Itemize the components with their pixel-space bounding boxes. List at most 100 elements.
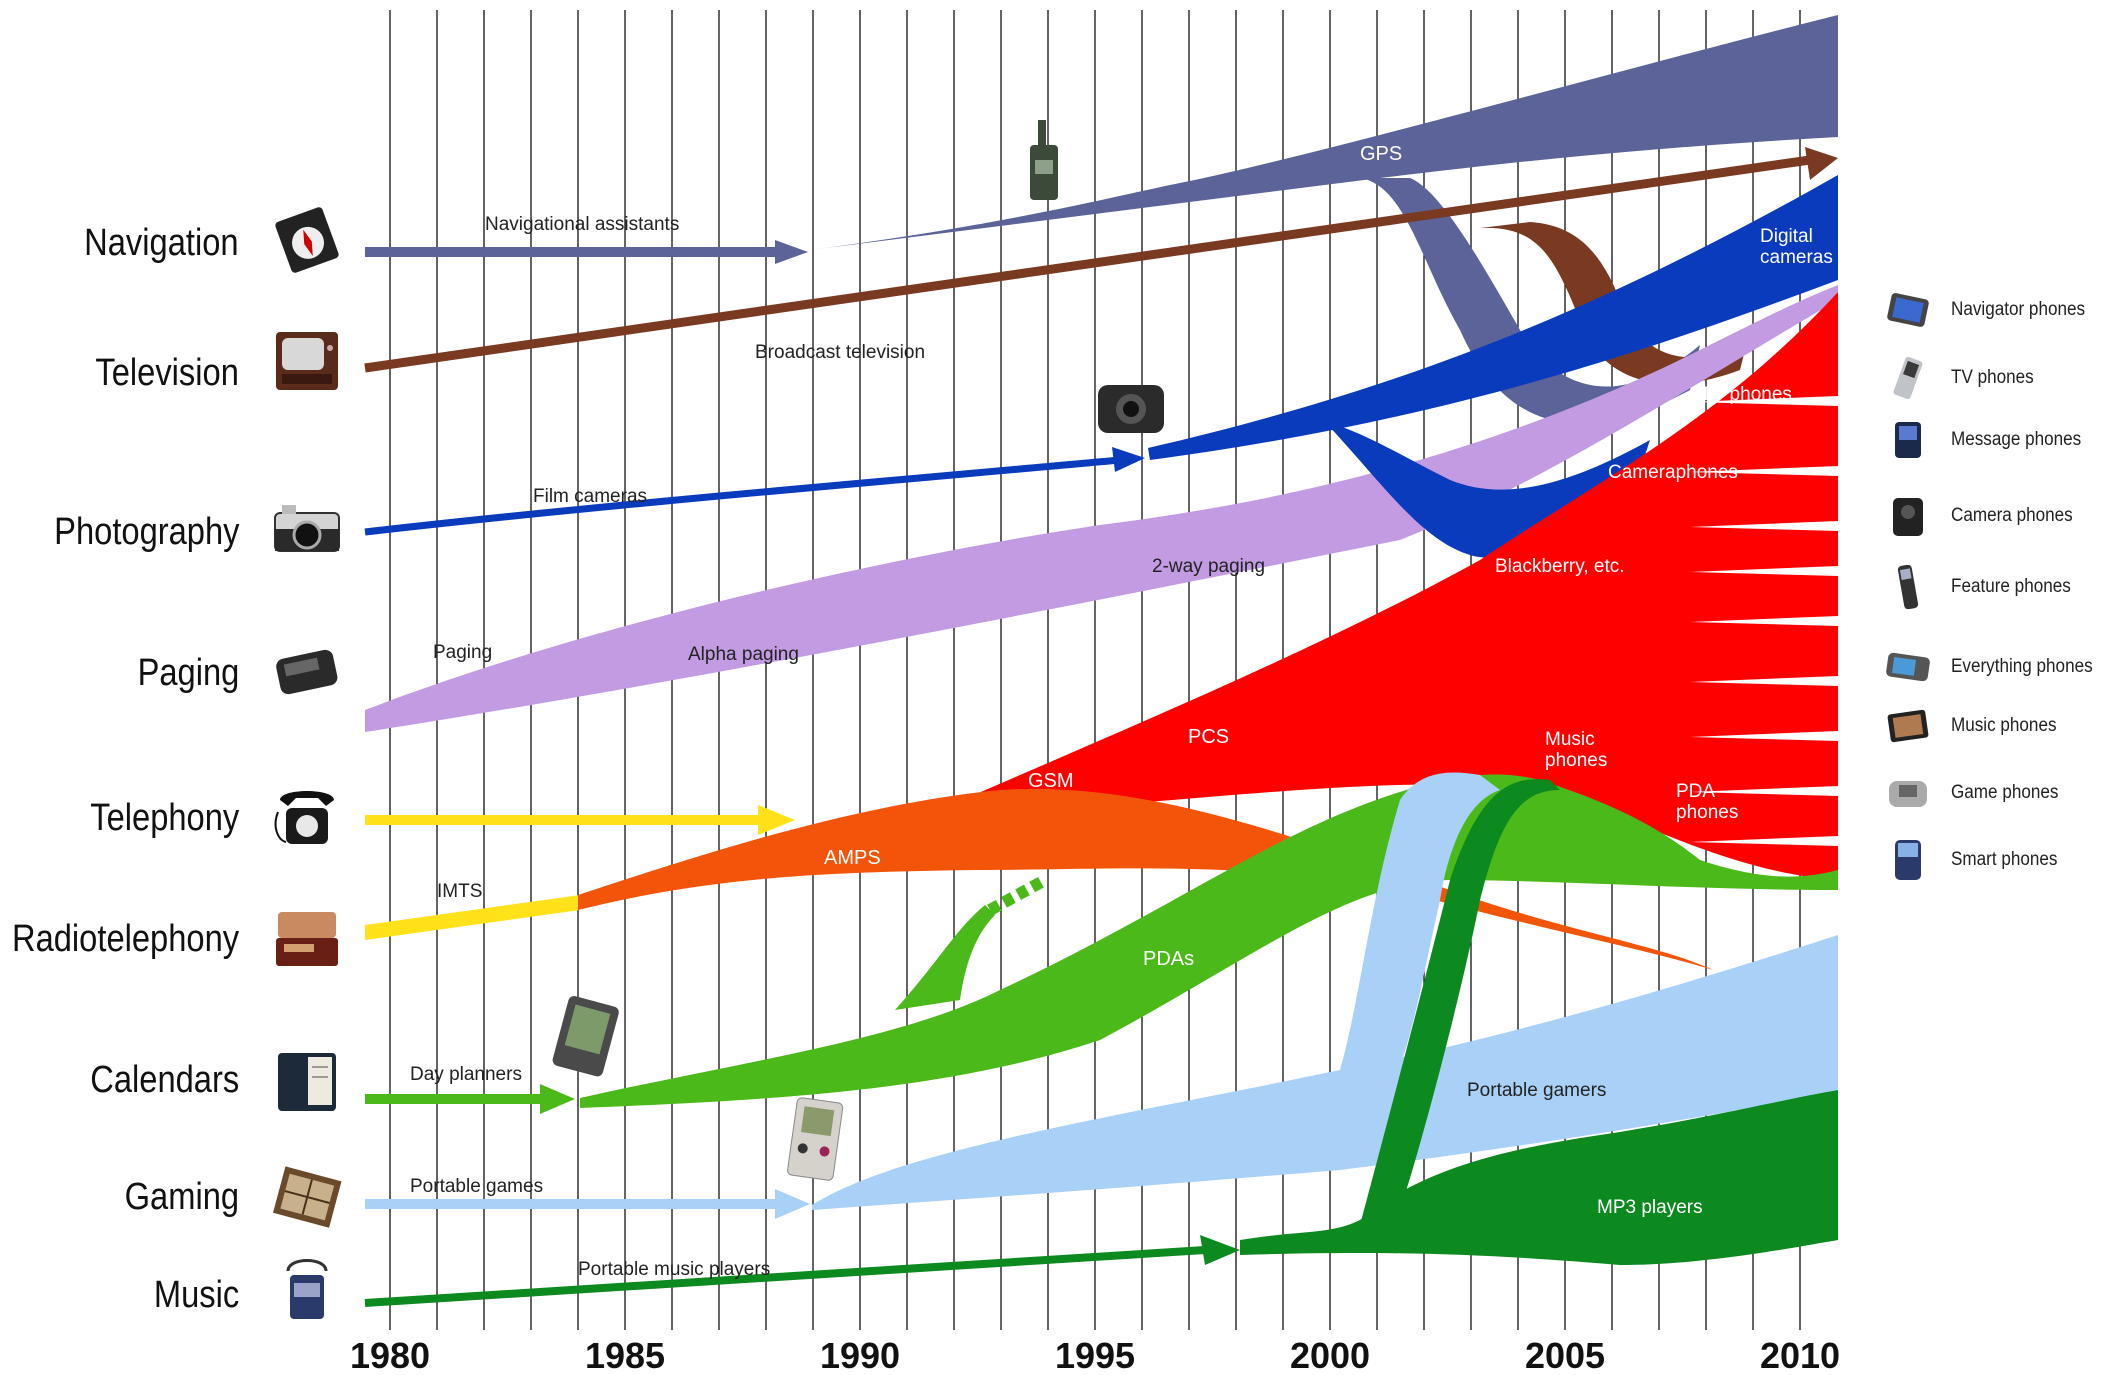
- label-two-way-paging: 2-way paging: [1152, 556, 1265, 577]
- label-paging: Paging: [433, 642, 492, 663]
- calendars-arrow-head: [540, 1084, 575, 1114]
- pda-band: [580, 774, 1838, 1108]
- label-portable-gamers: Portable gamers: [1467, 1080, 1606, 1101]
- label-imts: IMTS: [437, 881, 482, 902]
- year-tick-label: 2005: [1525, 1335, 1605, 1375]
- phone-variant-separator: [1690, 836, 1838, 846]
- gaming-to-music-phones-flow: [1340, 772, 1500, 1090]
- gps-to-phones-flow: [1360, 178, 1700, 424]
- film-cameras-arrow-head: [1112, 447, 1145, 472]
- label-tv-phones: TV phones: [1700, 384, 1792, 405]
- phone-variant-separator: [1690, 786, 1838, 796]
- label-music-phones-line1: Music: [1545, 729, 1595, 750]
- phone-label: Everything phones: [1951, 656, 2093, 677]
- music-arrow-shaft: [364, 1246, 1206, 1307]
- year-tick-label: 1990: [820, 1335, 900, 1375]
- category-label-telephony: Telephony: [90, 797, 239, 839]
- amps-band: [578, 788, 1713, 970]
- television-arrow-head: [1805, 147, 1838, 180]
- phone-legend-item: Camera phones: [1885, 494, 2086, 538]
- tv-phone-icon: [1893, 356, 1923, 400]
- phone-variant-separator: [1690, 566, 1838, 576]
- year-tick-label: 1980: [350, 1335, 430, 1375]
- game-phone-icon: [1889, 781, 1927, 807]
- phone-variant-separator: [1690, 616, 1838, 626]
- phone-label: Camera phones: [1951, 505, 2073, 526]
- label-amps: AMPS: [824, 847, 881, 869]
- label-film-cameras: Film cameras: [533, 486, 647, 507]
- phone-legend-item: Message phones: [1885, 418, 2096, 462]
- smart-phone-icon: [1895, 840, 1921, 880]
- calendars-arrow-shaft: [365, 1094, 540, 1104]
- phone-label: Feature phones: [1951, 576, 2071, 597]
- desk-phone-icon: [274, 791, 334, 844]
- phone-legend-item: Game phones: [1885, 771, 2070, 815]
- pda-dashed-extension: [987, 874, 1048, 916]
- portable-gamers-band: [812, 935, 1838, 1210]
- phone-legend-item: Music phones: [1885, 704, 2068, 748]
- blackberry-flow: [1325, 422, 1650, 558]
- game-board-icon: [273, 1166, 342, 1228]
- imts-band: [365, 895, 580, 940]
- everything-phone-icon: [1886, 652, 1930, 682]
- phone-variant-fingers: [1690, 396, 1838, 846]
- paging-band: [365, 285, 1838, 732]
- phone-variant-separator: [1690, 731, 1838, 741]
- phone-variant-separator: [1690, 676, 1838, 686]
- compass-icon: [275, 207, 339, 273]
- category-label-television: Television: [95, 352, 239, 394]
- phone-variant-separator: [1690, 396, 1838, 406]
- phone-label: Smart phones: [1951, 849, 2058, 870]
- category-label-music: Music: [153, 1274, 239, 1316]
- tv-set-icon: [276, 332, 338, 390]
- label-portable-games: Portable games: [410, 1176, 543, 1197]
- label-alpha-paging: Alpha paging: [688, 644, 799, 665]
- label-broadcast-television: Broadcast television: [755, 342, 925, 363]
- pager-icon: [276, 649, 338, 695]
- phone-legend-item: Feature phones: [1885, 565, 2084, 609]
- category-label-paging: Paging: [137, 652, 239, 694]
- gps-band: [810, 15, 1838, 250]
- digital-cameras-band: [1148, 175, 1838, 460]
- message-phone-icon: [1895, 422, 1921, 458]
- label-gsm: GSM: [1028, 770, 1074, 792]
- label-portable-music-players: Portable music players: [578, 1259, 770, 1280]
- phone-legend-item: Navigator phones: [1885, 288, 2100, 332]
- year-tick-label: 1985: [585, 1335, 665, 1375]
- label-cameraphones: Cameraphones: [1608, 462, 1738, 483]
- navigation-arrow-shaft: [365, 247, 775, 257]
- telephony-arrow-head: [758, 805, 795, 835]
- navigation-arrow-head: [775, 240, 808, 264]
- year-tick-label: 2010: [1760, 1335, 1840, 1375]
- mp3-players-band: [1240, 1090, 1838, 1265]
- phone-label: Music phones: [1951, 715, 2057, 736]
- category-label-photography: Photography: [53, 511, 239, 553]
- film-camera-icon: [274, 505, 340, 552]
- phone-label: Game phones: [1951, 782, 2059, 803]
- handheld-gps-icon: [1030, 120, 1058, 200]
- flow-labels: Navigational assistants GPS Broadcast te…: [410, 143, 1833, 1280]
- category-label-radiotelephony: Radiotelephony: [11, 918, 239, 960]
- digital-camera-icon: [1098, 385, 1164, 433]
- camera-phone-icon: [1893, 498, 1923, 536]
- game-boy-icon: [787, 1097, 844, 1181]
- phone-legend-item: Everything phones: [1885, 645, 2101, 689]
- category-label-gaming: Gaming: [124, 1176, 239, 1218]
- phone-legend-item: Smart phones: [1885, 838, 2069, 882]
- palm-pilot-icon: [552, 996, 619, 1077]
- music-to-music-phones-flow: [1360, 779, 1560, 1225]
- phone-label: TV phones: [1951, 367, 2034, 388]
- label-pcs: PCS: [1188, 726, 1229, 748]
- label-pda-phones-line1: PDA: [1676, 781, 1715, 802]
- gaming-arrow-head: [775, 1189, 810, 1219]
- label-digital-cameras-line2: cameras: [1760, 247, 1833, 268]
- broadcast-television-line: [364, 155, 1811, 373]
- label-blackberry: Blackberry, etc.: [1495, 556, 1625, 577]
- phone-label: Message phones: [1951, 429, 2082, 450]
- phone-label: Navigator phones: [1951, 299, 2086, 320]
- feature-phone-icon: [1897, 565, 1919, 609]
- category-label-navigation: Navigation: [84, 222, 239, 264]
- year-axis: 1980 1985 1990 1995 2000 2005 2010: [350, 1335, 1840, 1375]
